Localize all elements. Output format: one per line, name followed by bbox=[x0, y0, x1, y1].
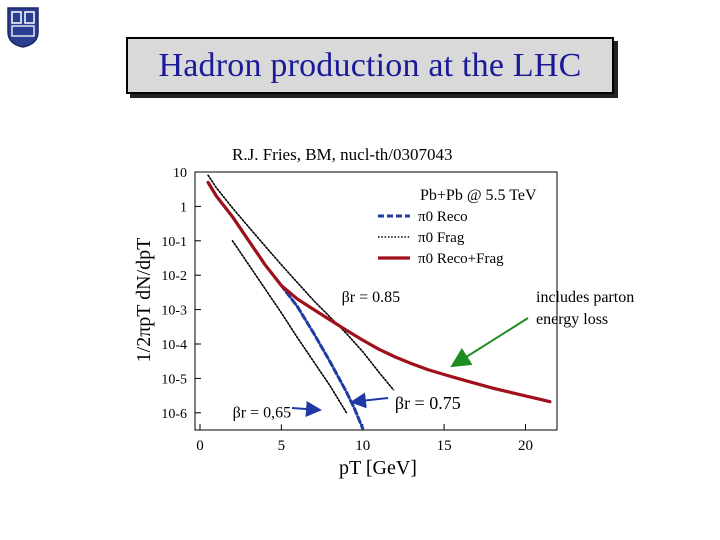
x-tick-label: 20 bbox=[518, 438, 533, 454]
y-tick-label: 10-1 bbox=[161, 235, 187, 250]
annotation-label: βr = 0.75 bbox=[395, 393, 461, 413]
y-axis-label: 1/2πpT dN/dpT bbox=[133, 238, 155, 363]
y-tick-label: 10-5 bbox=[161, 372, 187, 387]
y-tick-label: 10-2 bbox=[161, 269, 187, 284]
slide-title: Hadron production at the LHC bbox=[158, 46, 582, 84]
y-tick-label: 1 bbox=[180, 200, 187, 215]
note-line-2: energy loss bbox=[536, 310, 609, 328]
legend-label: π0 Reco bbox=[418, 209, 468, 225]
legend-label: π0 Frag bbox=[418, 230, 465, 246]
annotation-box bbox=[223, 398, 300, 425]
annotation-box bbox=[332, 282, 409, 309]
legend-label: π0 Reco+Frag bbox=[418, 251, 504, 267]
university-logo bbox=[7, 7, 39, 48]
x-tick-label: 5 bbox=[278, 438, 286, 454]
y-tick-label: 10-4 bbox=[161, 338, 187, 353]
annotation-label: βr = 0,65 bbox=[233, 404, 292, 421]
y-tick-label: 10-3 bbox=[161, 304, 187, 319]
title-box: Hadron production at the LHC bbox=[126, 37, 614, 94]
plot-frame bbox=[194, 171, 558, 431]
legend-header: Pb+Pb @ 5.5 TeV bbox=[420, 187, 537, 204]
arrow-0-75 bbox=[350, 392, 389, 409]
annotation-label: βr = 0.85 bbox=[342, 289, 401, 306]
energy-loss-note: includes parton energy loss bbox=[536, 287, 634, 330]
y-tick-label: 10 bbox=[173, 166, 187, 181]
series-line--frag bbox=[207, 174, 413, 414]
y-tick-label: 10-6 bbox=[161, 407, 187, 422]
reference-citation: R.J. Fries, BM, nucl-th/0307043 bbox=[232, 145, 453, 164]
x-tick-label: 10 bbox=[355, 438, 370, 454]
annotation-box bbox=[389, 390, 466, 417]
arrow-0-65 bbox=[291, 401, 322, 417]
energy-loss-arrow bbox=[450, 317, 529, 368]
x-tick-label: 15 bbox=[437, 438, 452, 454]
series-line-frag-alt bbox=[231, 240, 348, 414]
series-line--reco-frag bbox=[206, 180, 552, 404]
x-axis-label: pT [GeV] bbox=[339, 457, 417, 479]
note-line-1: includes parton bbox=[536, 289, 635, 306]
x-tick-label: 0 bbox=[196, 438, 204, 454]
